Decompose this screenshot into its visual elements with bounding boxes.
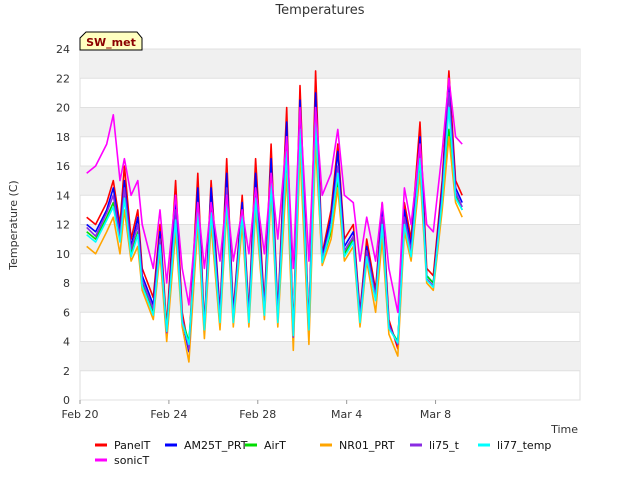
y-tick-label: 20: [56, 102, 70, 115]
y-tick-label: 0: [63, 394, 70, 407]
x-axis-label: Time: [550, 423, 578, 436]
x-tick-label: Feb 24: [150, 408, 187, 421]
x-tick-label: Feb 28: [239, 408, 276, 421]
legend-label: li77_temp: [497, 439, 551, 452]
station-badge: SW_met: [79, 31, 143, 51]
legend-label: sonicT: [114, 454, 150, 467]
legend-label: PanelT: [114, 439, 151, 452]
y-axis-label: Temperature (C): [7, 180, 20, 270]
y-tick-label: 14: [56, 189, 70, 202]
x-tick-label: Feb 20: [62, 408, 99, 421]
y-tick-label: 8: [63, 277, 70, 290]
legend-label: AM25T_PRT: [184, 439, 248, 452]
station-badge-label: SW_met: [86, 36, 136, 49]
y-tick-label: 12: [56, 219, 70, 232]
y-tick-label: 10: [56, 248, 70, 261]
legend-label: NR01_PRT: [339, 439, 395, 452]
y-tick-label: 18: [56, 131, 70, 144]
grid-band: [80, 341, 580, 371]
series-line-li77-temp: [86, 106, 463, 346]
grid-band: [80, 49, 580, 79]
y-tick-label: 6: [63, 306, 70, 319]
x-tick-label: Mar 4: [331, 408, 362, 421]
x-axis-ticks: Feb 20 Feb 24 Feb 28 Mar 4 Mar 8: [62, 400, 451, 421]
y-tick-label: 22: [56, 72, 70, 85]
y-tick-label: 24: [56, 43, 70, 56]
y-tick-label: 16: [56, 160, 70, 173]
y-tick-label: 2: [63, 365, 70, 378]
legend-label: li75_t: [429, 439, 460, 452]
series-lines: [86, 70, 463, 363]
legend: PanelT AM25T_PRT AirT NR01_PRT li75_t li77_te…: [95, 439, 551, 467]
series-line-sonict: [86, 77, 463, 314]
legend-label: AirT: [264, 439, 286, 452]
grid-band: [80, 166, 580, 196]
y-tick-label: 4: [63, 336, 70, 349]
chart-title: Temperatures: [274, 3, 364, 18]
x-tick-label: Mar 8: [420, 408, 451, 421]
grid-band: [80, 107, 580, 137]
